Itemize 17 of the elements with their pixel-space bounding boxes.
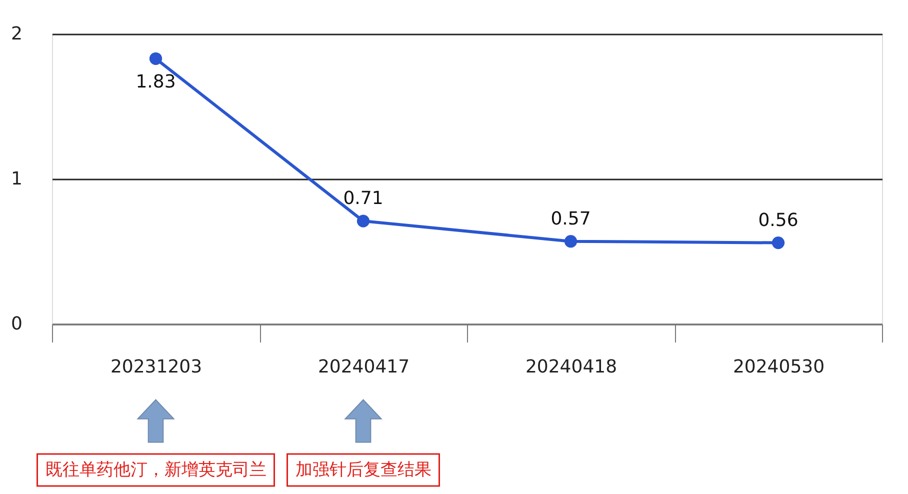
x-tick-label: 20240418 (525, 356, 618, 378)
x-tick-label: 20231203 (110, 356, 202, 378)
point (356, 214, 370, 228)
y-tick-label: 0 (11, 314, 22, 334)
point (772, 236, 785, 250)
y-tick-label: 1 (11, 168, 22, 190)
data-label: 0.57 (550, 208, 591, 230)
data-label: 1.83 (136, 72, 176, 93)
text: 既往单药他汀，新增英克司兰 (45, 460, 266, 480)
point (149, 52, 162, 65)
point (564, 235, 578, 248)
data-label: 0.71 (343, 188, 384, 210)
data-label: 0.56 (758, 210, 798, 231)
x-tick-label: 20240530 (732, 356, 825, 378)
y-tick-label: 2 (11, 24, 22, 44)
text: 加强针后复查结果 (295, 460, 432, 480)
x-tick-label: 20240417 (318, 356, 410, 378)
